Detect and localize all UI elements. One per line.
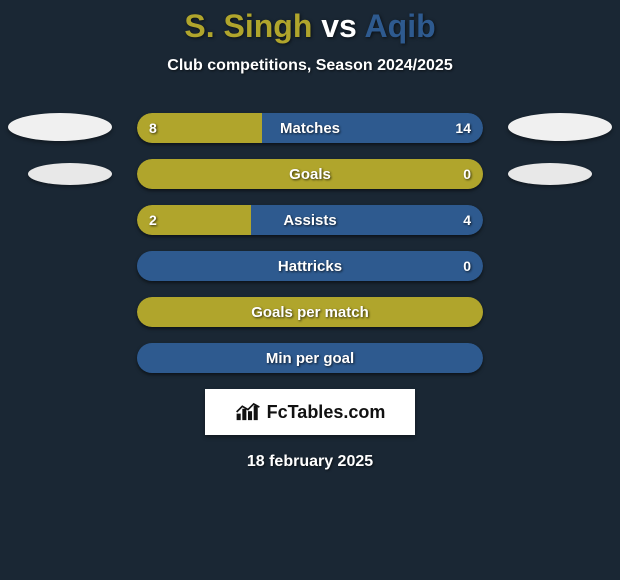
player1-team-badge bbox=[28, 163, 112, 185]
subtitle: Club competitions, Season 2024/2025 bbox=[0, 57, 620, 75]
brand-text: FcTables.com bbox=[267, 402, 386, 423]
stat-label: Hattricks bbox=[137, 251, 483, 281]
stat-value-left: 2 bbox=[149, 205, 157, 235]
brand-box: FcTables.com bbox=[205, 389, 415, 435]
stat-row: Goals0 bbox=[137, 159, 483, 189]
stat-row: Matches8 14 bbox=[137, 113, 483, 143]
stat-label: Matches bbox=[137, 113, 483, 143]
brand-chart-icon bbox=[235, 401, 261, 423]
player1-avatar bbox=[8, 113, 112, 141]
stat-label: Min per goal bbox=[137, 343, 483, 373]
player2-team-badge bbox=[508, 163, 592, 185]
chart-area: Matches814Goals0Assists24Hattricks0Goals… bbox=[0, 113, 620, 373]
stat-row: Assists2 4 bbox=[137, 205, 483, 235]
date-text: 18 february 2025 bbox=[0, 453, 620, 471]
stat-label: Goals per match bbox=[137, 297, 483, 327]
stat-value-right: 0 bbox=[463, 251, 471, 281]
stat-rows: Matches814Goals0Assists24Hattricks0Goals… bbox=[137, 113, 483, 373]
stat-value-right: 4 bbox=[463, 205, 471, 235]
stat-label: Goals bbox=[137, 159, 483, 189]
stat-value-left: 8 bbox=[149, 113, 157, 143]
vs-text: vs bbox=[321, 8, 357, 44]
stat-row: Min per goal bbox=[137, 343, 483, 373]
stat-label: Assists bbox=[137, 205, 483, 235]
stat-value-right: 14 bbox=[455, 113, 471, 143]
comparison-title: S. Singh vs Aqib bbox=[0, 0, 620, 45]
stat-row: Goals per match bbox=[137, 297, 483, 327]
stat-row: Hattricks0 bbox=[137, 251, 483, 281]
stat-value-right: 0 bbox=[463, 159, 471, 189]
player2-avatar bbox=[508, 113, 612, 141]
player2-name: Aqib bbox=[365, 8, 436, 44]
player1-name: S. Singh bbox=[184, 8, 312, 44]
